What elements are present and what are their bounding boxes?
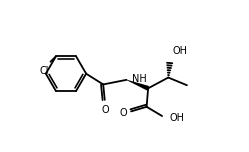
Text: NH: NH xyxy=(132,74,147,84)
Text: O: O xyxy=(102,105,109,115)
Text: O: O xyxy=(120,108,127,118)
Text: OH: OH xyxy=(170,113,185,123)
Polygon shape xyxy=(126,80,149,91)
Text: OH: OH xyxy=(172,46,187,56)
Text: Cl: Cl xyxy=(40,66,49,76)
